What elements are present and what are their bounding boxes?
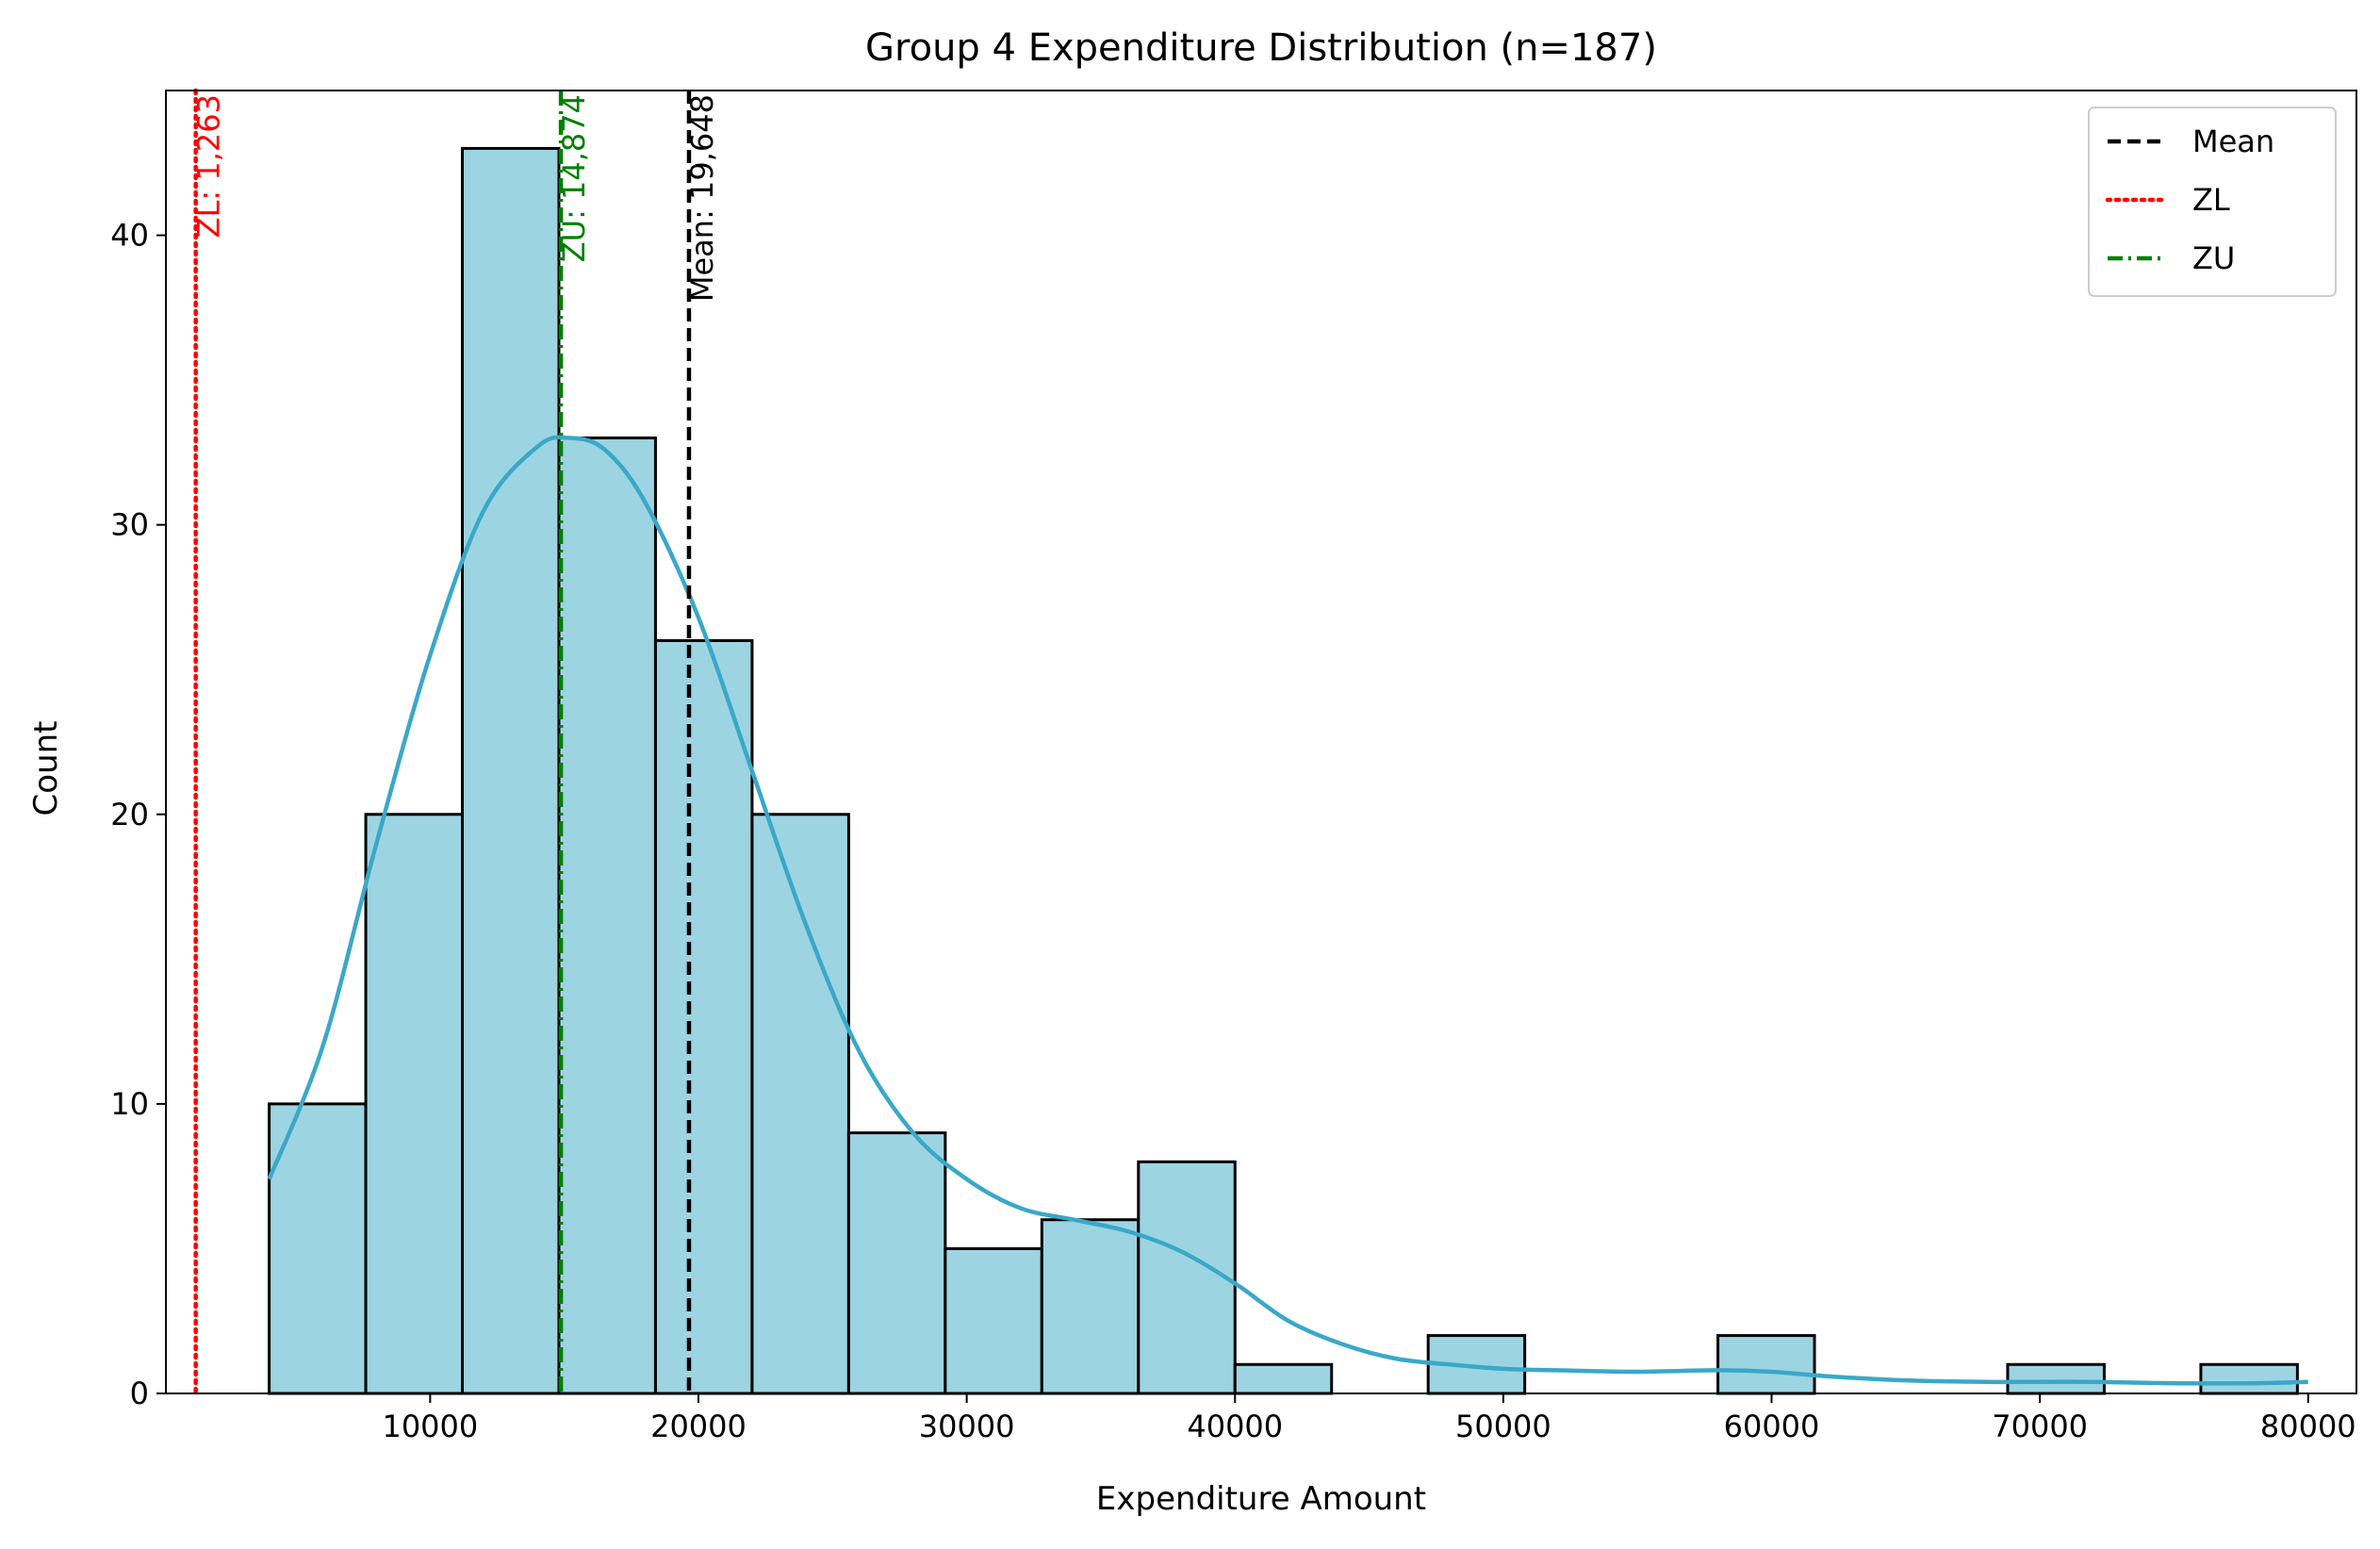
histogram-bar — [2006, 1362, 2106, 1395]
y-tick-label: 10 — [110, 1086, 149, 1122]
histogram-bar — [1040, 1218, 1141, 1395]
x-tick-label: 30000 — [919, 1409, 1015, 1444]
reference-line-label-mean: Mean: 19,648 — [684, 94, 720, 302]
reference-line-label-zl: ZL: 1,263 — [191, 94, 227, 238]
kde-layer — [267, 435, 2308, 1386]
histogram-bar — [557, 437, 657, 1395]
x-tick-label: 80000 — [2260, 1409, 2356, 1444]
x-axis-title: Expenditure Amount — [1096, 1480, 1426, 1518]
histogram-bar — [461, 146, 561, 1395]
x-tick-label: 70000 — [1992, 1409, 2088, 1444]
histogram-bar — [1716, 1334, 1816, 1395]
legend: Mean ZL ZU — [2088, 107, 2337, 297]
x-tick-label: 50000 — [1455, 1409, 1551, 1444]
y-axis-ticks: 0 10 20 30 40 — [110, 218, 166, 1411]
histogram-bar — [268, 1102, 368, 1395]
chart-title: Group 4 Expenditure Distribution (n=187) — [865, 26, 1657, 70]
x-tick-label: 40000 — [1187, 1409, 1283, 1444]
histogram-bar — [750, 813, 850, 1395]
histogram-bar — [1233, 1362, 1334, 1395]
x-tick-label: 60000 — [1724, 1409, 1820, 1444]
histogram-bar — [2199, 1362, 2299, 1395]
y-tick-label: 30 — [110, 507, 149, 543]
histogram-bar — [653, 639, 754, 1395]
legend-box — [2088, 107, 2337, 297]
histogram-bar — [1137, 1160, 1237, 1395]
legend-label-zu: ZU — [2192, 240, 2235, 276]
y-axis-title: Count — [27, 721, 65, 816]
histogram-bar — [944, 1246, 1043, 1395]
bars-layer — [268, 146, 2299, 1395]
x-tick-label: 10000 — [382, 1409, 478, 1444]
kde-curve — [267, 435, 2308, 1386]
histogram-bar — [364, 813, 465, 1395]
x-axis-ticks: 10000 20000 30000 40000 50000 60000 70000 80000 — [382, 1393, 2356, 1444]
y-tick-label: 0 — [130, 1376, 149, 1411]
reference-line-label-zu: ZU: 14,874 — [556, 94, 592, 262]
plot-frame — [165, 90, 2357, 1394]
legend-label-zl: ZL — [2192, 182, 2230, 218]
y-tick-label: 40 — [110, 218, 149, 254]
x-tick-label: 20000 — [650, 1409, 747, 1444]
histogram-bar — [846, 1131, 947, 1395]
y-tick-label: 20 — [110, 797, 149, 832]
legend-label-mean: Mean — [2192, 124, 2274, 159]
reference-lines-layer: Mean: 19,648 ZL: 1,263 ZU: 14,874 — [191, 88, 720, 1396]
